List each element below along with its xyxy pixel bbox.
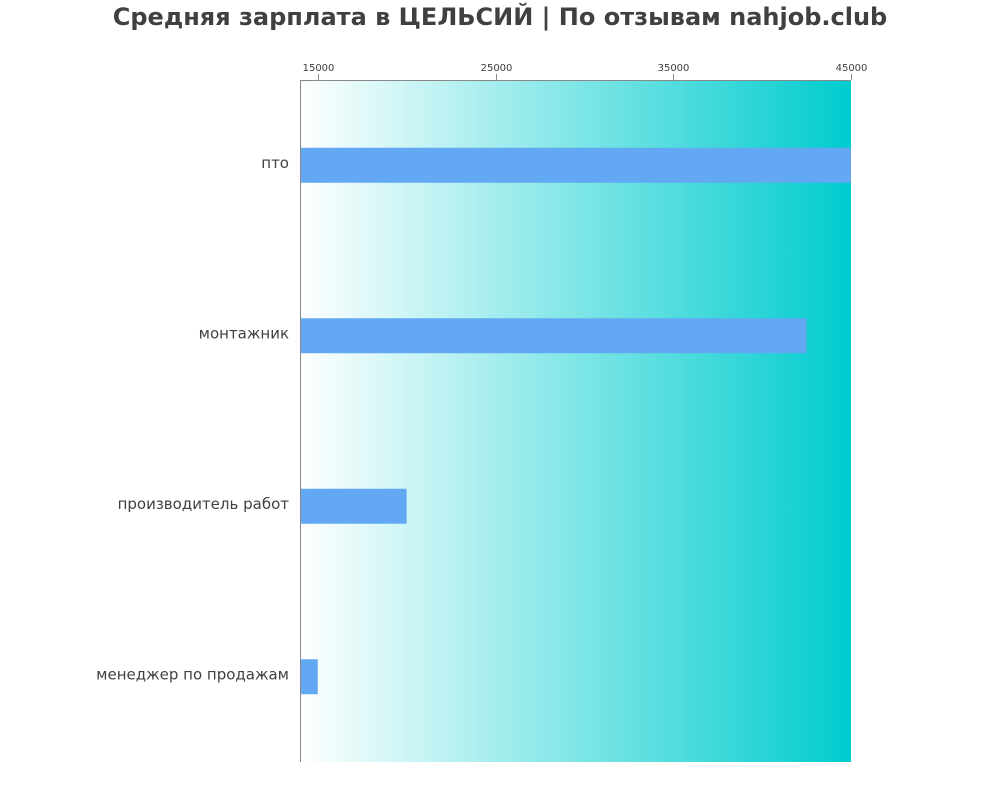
bar [301, 488, 407, 524]
x-tick-label: 25000 [481, 63, 513, 74]
bar [301, 147, 851, 183]
category-label: менеджер по продажам [96, 665, 289, 683]
bar [301, 659, 318, 695]
category-label: производитель работ [118, 495, 290, 513]
x-tick-label: 15000 [303, 63, 335, 74]
chart-title: Средняя зарплата в ЦЕЛЬСИЙ | По отзывам … [112, 3, 888, 31]
category-label: монтажник [199, 324, 289, 342]
category-label: пто [261, 154, 289, 172]
x-tick-label: 45000 [836, 63, 868, 74]
x-tick-label: 35000 [658, 63, 690, 74]
bar [301, 318, 807, 354]
plot-background [300, 80, 851, 762]
